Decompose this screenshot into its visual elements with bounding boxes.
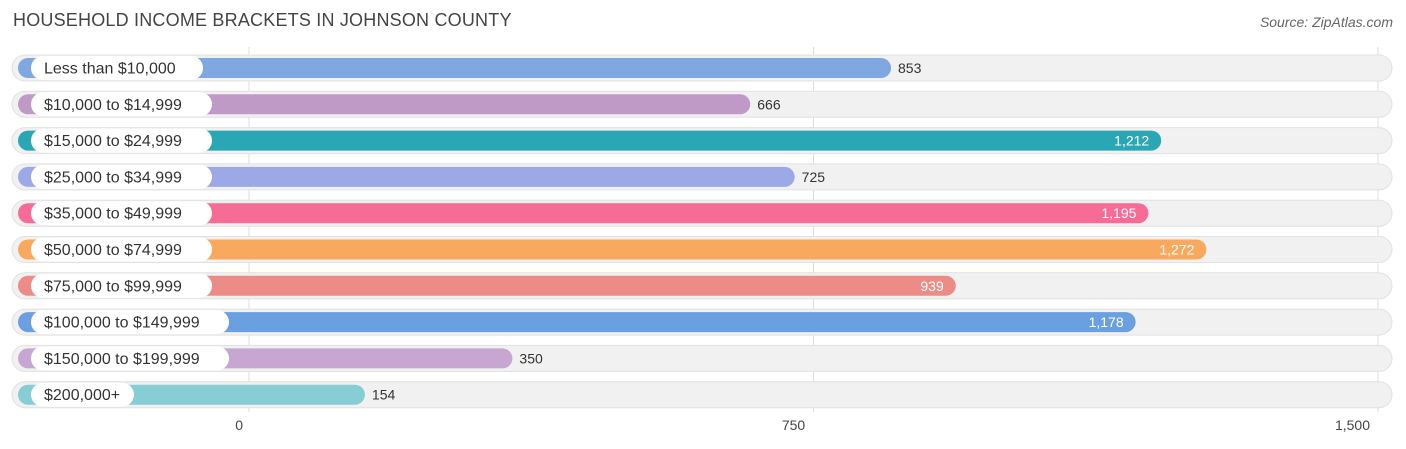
bar: [18, 58, 892, 78]
value-label: 1,272: [1159, 242, 1194, 258]
value-label: 1,178: [1089, 314, 1124, 330]
category-pill: [31, 201, 212, 226]
value-label: 1,212: [1114, 133, 1149, 149]
x-tick-label: 750: [782, 417, 806, 433]
x-tick-label: 0: [235, 417, 243, 433]
value-label: 939: [920, 278, 944, 294]
chart-title: HOUSEHOLD INCOME BRACKETS IN JOHNSON COU…: [13, 10, 512, 30]
bar: [18, 275, 956, 296]
bar: [18, 130, 1162, 151]
category-pill: [31, 164, 212, 189]
category-label: $100,000 to $149,999: [44, 315, 200, 332]
category-label: $25,000 to $34,999: [44, 169, 182, 186]
category-pill: [31, 310, 229, 335]
bar: [18, 203, 1149, 224]
value-label: 853: [898, 60, 922, 76]
value-label: 350: [519, 350, 543, 366]
value-label: 154: [372, 387, 396, 403]
value-label: 666: [757, 96, 781, 112]
x-tick-label: 1,500: [1335, 417, 1370, 433]
category-pill: [31, 128, 212, 153]
category-label: $50,000 to $74,999: [44, 242, 182, 259]
category-pill: [31, 273, 212, 298]
category-pill: [31, 382, 134, 407]
category-label: $75,000 to $99,999: [44, 278, 182, 295]
bar: [18, 312, 1136, 333]
category-pill: [31, 346, 229, 371]
category-label: $35,000 to $49,999: [44, 206, 182, 223]
category-pill: [31, 237, 212, 262]
category-label: Less than $10,000: [44, 61, 176, 78]
bar: [18, 239, 1207, 260]
category-label: $10,000 to $14,999: [44, 97, 182, 114]
value-label: 1,195: [1101, 205, 1136, 221]
category-pill: [31, 56, 203, 80]
category-label: $200,000+: [44, 387, 120, 404]
category-pill: [31, 92, 212, 117]
category-label: $15,000 to $24,999: [44, 133, 182, 150]
value-label: 725: [802, 169, 826, 185]
bar: [18, 166, 795, 187]
category-label: $150,000 to $199,999: [44, 351, 200, 368]
source-label: Source: ZipAtlas.com: [1259, 14, 1393, 30]
